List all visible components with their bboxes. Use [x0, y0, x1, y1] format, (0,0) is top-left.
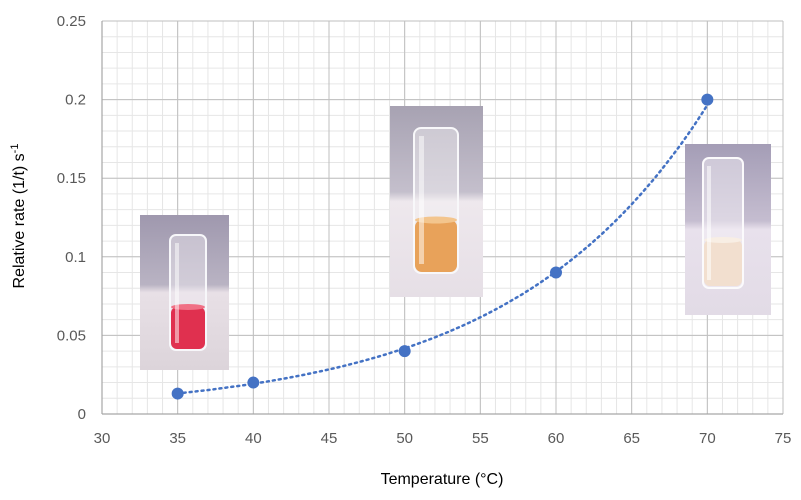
y-tick-label: 0.15 [57, 170, 86, 187]
y-tick-label: 0.25 [57, 13, 86, 30]
data-point [171, 387, 184, 400]
x-tick-label: 50 [396, 430, 413, 447]
y-tick-label: 0.2 [65, 92, 86, 109]
data-point [550, 266, 562, 279]
x-tick-label: 75 [775, 430, 792, 447]
y-tick-label: 0.05 [57, 327, 86, 344]
y-tick-label: 0 [78, 406, 86, 423]
y-axis-title-superscript: -1 [9, 144, 21, 154]
exponential-trendline [176, 103, 709, 395]
y-tick-labels: 0 0.05 0.1 0.15 0.2 0.25 [57, 13, 86, 423]
x-tick-label: 35 [169, 430, 186, 447]
x-tick-label: 60 [548, 430, 565, 447]
y-axis-title-main: Relative rate (1/t) s [11, 153, 28, 288]
data-point [398, 345, 411, 358]
data-points [171, 93, 714, 400]
data-point [701, 93, 714, 106]
x-tick-label: 45 [321, 430, 338, 447]
axes [101, 21, 783, 415]
x-tick-label: 55 [472, 430, 489, 447]
photo-red-tube [140, 215, 229, 370]
x-tick-label: 65 [623, 430, 640, 447]
x-tick-label: 40 [245, 430, 262, 447]
x-axis-title: Temperature (°C) [381, 471, 504, 488]
y-tick-label: 0.1 [65, 249, 86, 266]
x-tick-labels: 30 35 40 45 50 55 60 65 70 75 [94, 430, 792, 447]
y-axis-title: Relative rate (1/t) s-1 [9, 144, 28, 289]
x-tick-label: 30 [94, 430, 111, 447]
data-point [247, 376, 260, 389]
photo-clear-tube [685, 144, 771, 315]
x-tick-label: 70 [699, 430, 716, 447]
photo-orange-tube [390, 106, 483, 297]
